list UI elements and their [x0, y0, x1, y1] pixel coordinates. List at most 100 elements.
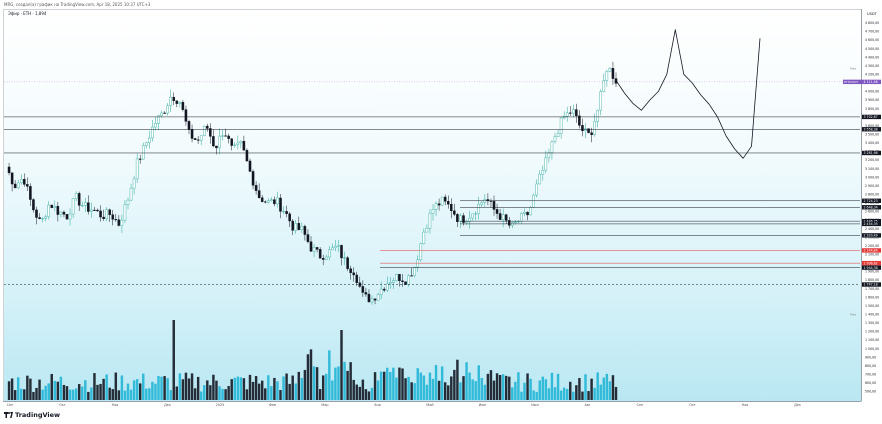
candle [96, 208, 99, 212]
price-axis[interactable] [861, 9, 882, 401]
candle [50, 204, 54, 209]
volume-bar [84, 380, 87, 400]
price-level-4: 2 648,34 [460, 205, 881, 210]
candle [437, 198, 441, 211]
candle [511, 221, 514, 229]
volume-bar [297, 371, 301, 400]
candle [306, 229, 310, 244]
candle-body [151, 126, 154, 139]
level-tag [862, 198, 881, 203]
level-price-label: 2 486,75 [864, 219, 878, 223]
candle [349, 265, 352, 280]
volume-bar [181, 379, 185, 400]
candle-body [459, 215, 462, 222]
price-level-1: 3 558,38 [4, 127, 881, 131]
candle-body [26, 184, 29, 187]
candle [47, 201, 50, 220]
candle-body [117, 219, 121, 226]
candle-body [120, 219, 124, 226]
candle-body [199, 135, 203, 141]
candle-body [87, 202, 90, 212]
candle [498, 208, 502, 220]
volume-bar [169, 390, 172, 400]
candle-body [379, 288, 383, 295]
volume-bar [71, 389, 75, 400]
candle-body [346, 257, 349, 269]
volume-bar [260, 380, 264, 400]
volume-bar [581, 391, 584, 400]
candle [135, 153, 139, 183]
candle [181, 99, 185, 112]
candle [572, 104, 575, 118]
volume-bar [13, 390, 17, 400]
candle-body [218, 135, 221, 149]
volume-bar [361, 379, 365, 400]
candle-body [382, 288, 386, 291]
candle-body [419, 243, 423, 261]
volume-bar [325, 373, 328, 400]
candle [599, 89, 603, 116]
volume-bar [514, 381, 517, 400]
candle-body [10, 172, 14, 185]
candle-body [233, 144, 237, 146]
candle [199, 135, 203, 146]
volume-bar [547, 388, 551, 400]
volume-bar [233, 377, 236, 400]
chart-plot-area[interactable] [3, 9, 862, 402]
candle-body [428, 213, 432, 229]
candle-body [190, 129, 194, 139]
candle-body [93, 209, 96, 211]
volume-bar [413, 383, 416, 400]
candle-body [53, 206, 57, 208]
candle-body [16, 182, 20, 189]
candle [593, 113, 596, 137]
time-axis[interactable] [3, 401, 861, 408]
candle-body [71, 198, 75, 215]
volume-bar [190, 373, 194, 400]
volume-bar [434, 365, 438, 400]
candle [361, 280, 365, 297]
price-tick-label: 700,00 [865, 372, 876, 376]
candle-body [395, 274, 398, 281]
volume-bar [596, 372, 599, 400]
volume-bar [437, 380, 441, 400]
volume-bar [218, 386, 221, 400]
tradingview-logo[interactable]: TradingView [4, 411, 60, 419]
candle [492, 195, 496, 216]
volume-bar [544, 379, 548, 400]
time-tick-label: Фев [269, 403, 276, 407]
volume-bar [44, 385, 47, 400]
volume-bar [328, 350, 331, 400]
volume-bar [565, 388, 569, 400]
level-tag [862, 248, 881, 253]
candle-body [599, 91, 603, 111]
volume-bar [584, 374, 587, 400]
price-tick-label: 2 700,00 [865, 201, 879, 205]
volume-bar [300, 377, 304, 400]
candle [169, 89, 172, 113]
volume-bar [10, 378, 14, 400]
candle [263, 200, 267, 204]
price-level-9: 1 996,62 [380, 260, 881, 266]
volume-bar [193, 388, 197, 400]
level-tag [862, 127, 881, 132]
volume-bar [373, 372, 377, 400]
candle [547, 148, 551, 163]
price-tick-label: 4 300,00 [865, 64, 879, 68]
candle-body [364, 292, 368, 295]
candle [19, 174, 23, 185]
current-price-tag [862, 79, 881, 85]
candle [370, 295, 374, 305]
candle [562, 111, 566, 120]
candle-body [468, 217, 471, 222]
candle-body [38, 217, 41, 219]
price-tick-label: 1 700,00 [865, 287, 879, 291]
candle-body [529, 207, 532, 216]
volume-bar [221, 388, 224, 400]
price-tick-label: 3 500,00 [865, 132, 879, 136]
price-level-3: 2 724,23 [460, 198, 881, 203]
level-price-label: 2 144,84 [864, 249, 878, 253]
candle-body [587, 128, 590, 133]
candle [443, 194, 447, 206]
volume-bar [178, 373, 182, 400]
